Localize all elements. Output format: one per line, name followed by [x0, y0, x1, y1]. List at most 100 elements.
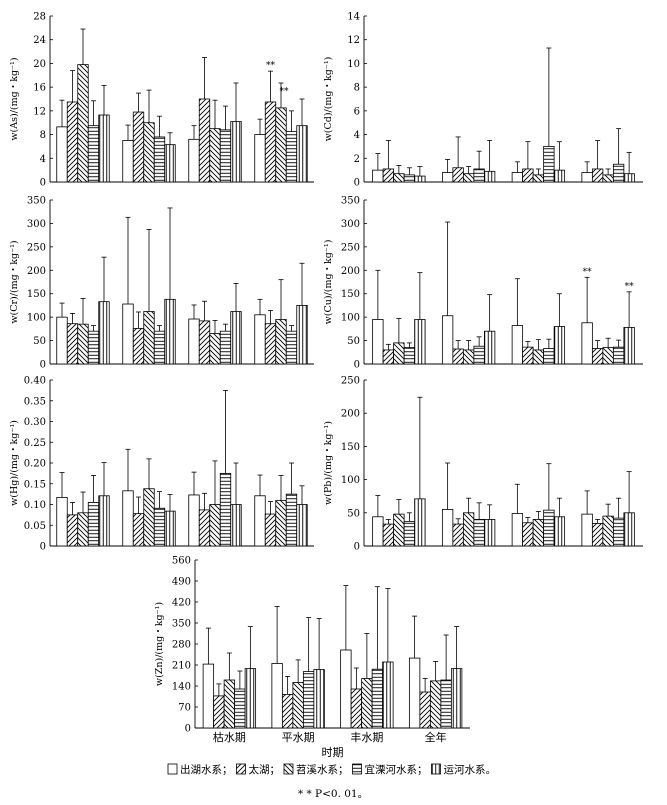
y-tick-label: 0.20: [24, 459, 46, 470]
bar: [285, 131, 298, 183]
significance-mark: **: [280, 87, 290, 97]
bar: [553, 516, 566, 547]
bar: [612, 163, 625, 183]
period-label-wet: 丰水期: [350, 731, 383, 744]
y-axis-title: w(Hg)/(mg・kg⁻¹): [9, 420, 20, 506]
y-tick-label: 560: [172, 556, 191, 567]
y-tick-label: 50: [347, 508, 360, 519]
period-label-normal: 平水期: [282, 731, 315, 744]
y-tick-label: 12: [347, 35, 360, 46]
y-tick-label: 28: [33, 12, 46, 23]
bar: [202, 663, 215, 729]
y-tick-label: 14: [347, 12, 360, 23]
bar: [361, 678, 373, 729]
bar: [382, 168, 395, 183]
bar: [382, 661, 394, 729]
bar: [393, 173, 405, 183]
bar: [483, 170, 496, 183]
bar: [77, 64, 89, 183]
bar: [87, 502, 100, 547]
y-tick-label: 4: [354, 130, 360, 141]
significance-footnote: * * P<0. 01。: [298, 788, 368, 800]
bar: [56, 126, 68, 183]
y-axis-title: w(Pb)/(mg・kg⁻¹): [323, 421, 334, 505]
y-axis-title: w(As)/(mg・kg⁻¹): [9, 57, 20, 140]
bar: [532, 519, 545, 547]
period-label-annual: 全年: [425, 730, 447, 744]
y-tick-label: 420: [172, 598, 191, 609]
bar: [403, 521, 416, 547]
panel-As: 0 4 8 12 16 20 24 28 w(As)/(mg・kg⁻¹) ** **: [9, 12, 314, 189]
y-tick-label: 250: [341, 376, 360, 387]
bar: [522, 522, 534, 547]
bar: [543, 146, 555, 183]
y-tick-label: 8: [354, 83, 360, 94]
bar: [264, 513, 277, 547]
bar: [254, 134, 266, 183]
y-tick-label: 150: [341, 442, 360, 453]
bar: [522, 168, 534, 183]
bar: [522, 346, 534, 365]
bar: [553, 169, 566, 183]
bar: [77, 512, 89, 547]
bar: [483, 519, 496, 547]
bar: [209, 333, 221, 365]
bar: [132, 111, 145, 183]
bar: [532, 174, 545, 183]
legend-swatch: [431, 763, 441, 775]
y-tick-label: 10: [347, 59, 360, 70]
bar: [452, 167, 464, 183]
panel-Cr: 0 50 100 150 200 250 300 350 w(Cr)/(mg・kg⁻¹): [9, 196, 314, 371]
bar: [441, 509, 454, 547]
bar: [581, 322, 593, 365]
y-tick-label: 150: [341, 289, 360, 300]
bar: [483, 330, 496, 365]
panel-Zn: 0 70 140 210 280 350 420 490 560 w(Zn)/(mg・kg⁻¹): [154, 556, 470, 735]
y-tick-label: 300: [341, 219, 360, 230]
y-tick-label: 140: [172, 682, 191, 693]
bar: [87, 330, 100, 365]
bar: [340, 649, 352, 729]
bar: [382, 349, 395, 365]
legend-swatch: [352, 763, 362, 775]
bar: [602, 347, 614, 365]
bar: [350, 688, 363, 729]
legend-swatch: [236, 763, 246, 775]
bar: [296, 305, 308, 365]
bar: [164, 510, 176, 547]
y-tick-label: 0: [354, 542, 360, 553]
bar: [473, 168, 485, 183]
bar: [591, 348, 604, 365]
bar: [56, 316, 68, 365]
bottom-x-axis: 枯水期 平水期 丰水期 全年 时期: [213, 730, 447, 759]
bar: [623, 327, 635, 365]
y-tick-label: 4: [40, 154, 46, 165]
y-tick-label: 200: [27, 266, 46, 277]
bar: [143, 311, 155, 365]
bar: [209, 504, 221, 547]
bar: [623, 173, 635, 183]
bar: [153, 507, 166, 547]
y-tick-label: 210: [172, 661, 191, 672]
bar: [382, 523, 395, 547]
bar: [77, 323, 89, 365]
bar: [188, 318, 200, 365]
bar: [452, 523, 464, 547]
y-tick-label: 0.40: [24, 376, 46, 387]
period-label-dry: 枯水期: [213, 730, 246, 744]
bar: [275, 107, 287, 183]
bar: [403, 347, 416, 365]
legend-label: 太湖；: [249, 763, 281, 776]
bar: [188, 138, 200, 183]
bar: [408, 657, 421, 729]
bar: [188, 494, 200, 547]
panel-Hg: 0 0.05 0.10 0.15 0.20 0.25 0.30 0.35 0.40 w(Hg)/(…: [9, 376, 314, 553]
bar: [296, 504, 308, 547]
bar: [372, 516, 384, 547]
y-tick-label: 250: [27, 242, 46, 253]
bar: [122, 490, 134, 547]
bar: [264, 101, 277, 183]
y-tick-label: 350: [341, 196, 360, 207]
y-tick-label: 350: [172, 619, 191, 630]
